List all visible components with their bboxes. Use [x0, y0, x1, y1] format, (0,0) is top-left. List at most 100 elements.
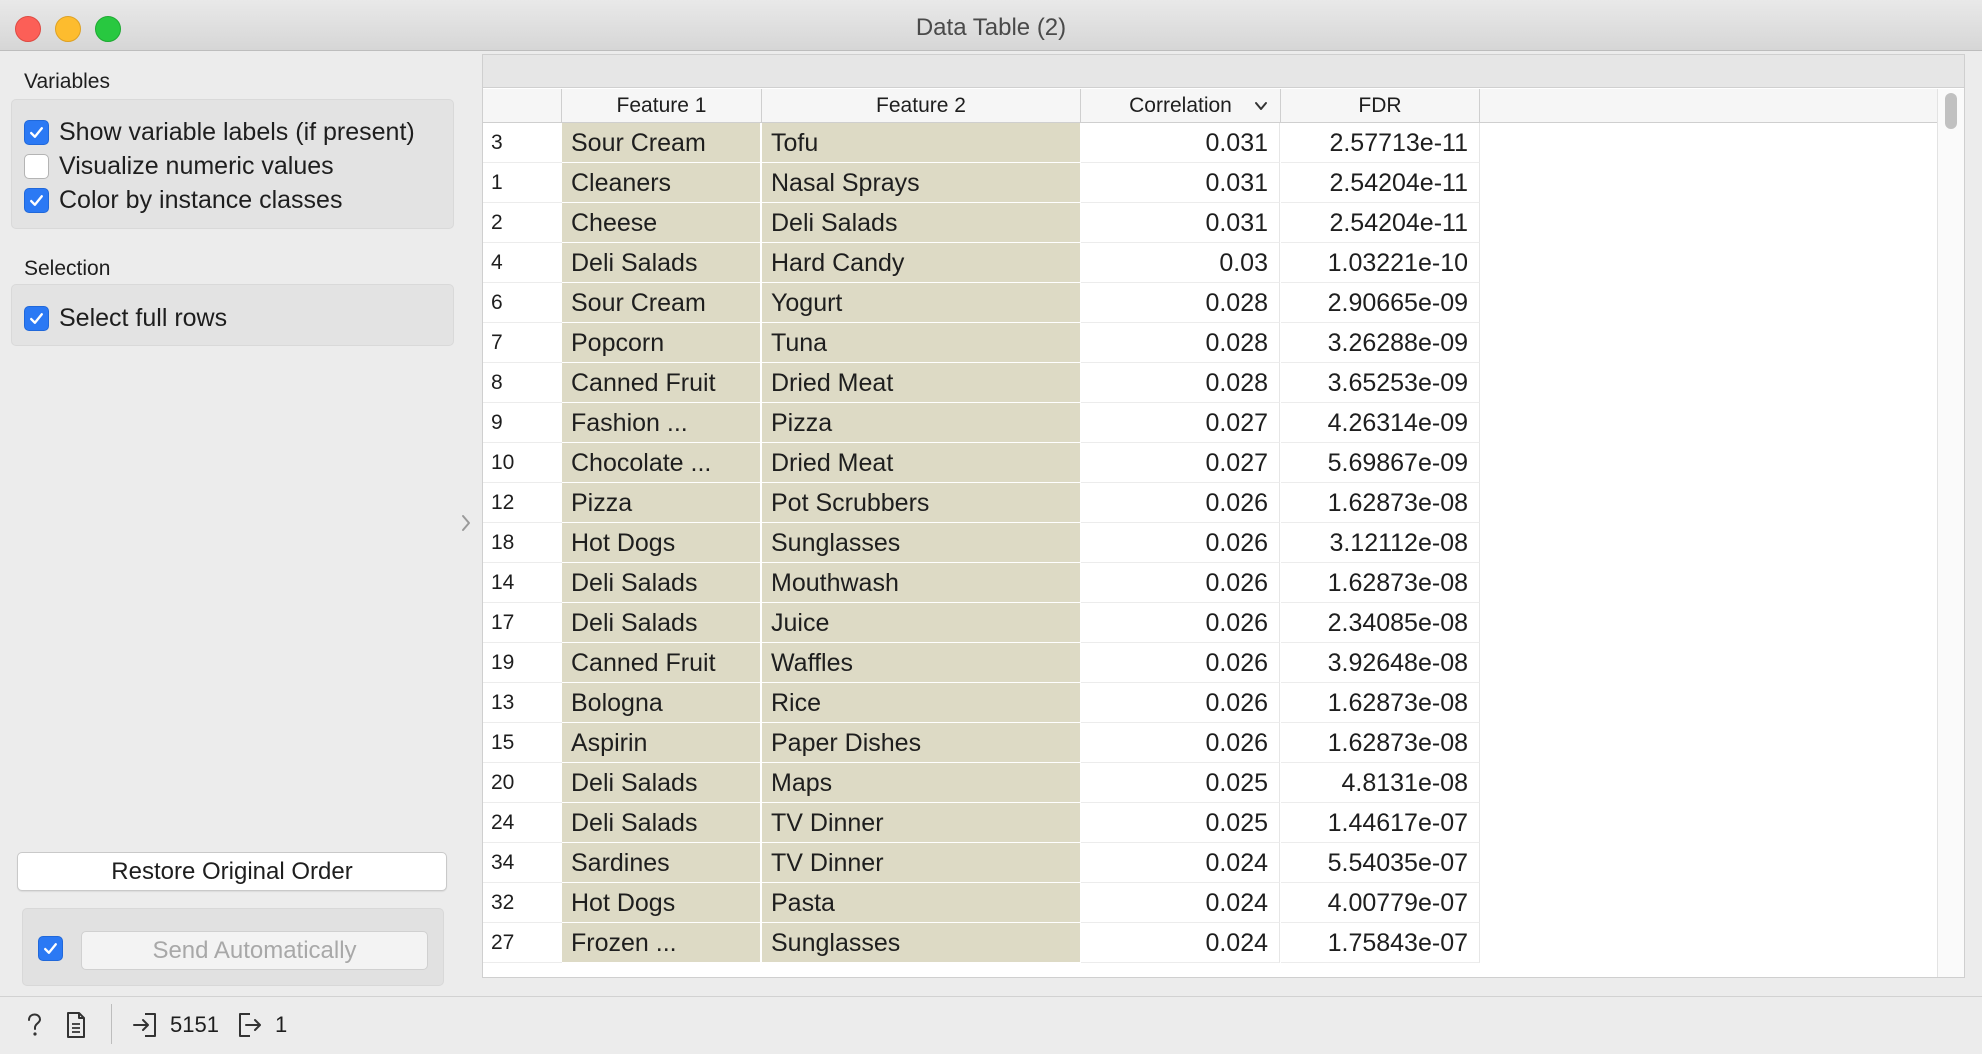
feature-2-cell[interactable]: Pasta [762, 883, 1080, 923]
feature-2-cell[interactable]: Maps [762, 763, 1080, 803]
correlation-cell[interactable]: 0.025 [1081, 763, 1280, 803]
fdr-cell[interactable]: 2.34085e-08 [1281, 603, 1480, 643]
scrollbar-thumb[interactable] [1945, 93, 1957, 129]
show-variable-labels-checkbox[interactable] [24, 119, 49, 145]
visualize-numeric-checkbox[interactable] [24, 153, 49, 179]
fdr-cell[interactable]: 1.62873e-08 [1281, 483, 1480, 523]
fdr-cell[interactable]: 3.92648e-08 [1281, 643, 1480, 683]
correlation-cell[interactable]: 0.031 [1081, 203, 1280, 243]
correlation-cell[interactable]: 0.026 [1081, 483, 1280, 523]
show-variable-labels-option[interactable]: Show variable labels (if present) [24, 117, 415, 147]
feature-1-cell[interactable]: Sour Cream [562, 283, 761, 323]
table-row[interactable]: 4 Deli Salads Hard Candy 0.03 1.03221e-10 [483, 243, 1934, 283]
table-row[interactable]: 13 Bologna Rice 0.026 1.62873e-08 [483, 683, 1934, 723]
feature-1-cell[interactable]: Deli Salads [562, 803, 761, 843]
table-row[interactable]: 32 Hot Dogs Pasta 0.024 4.00779e-07 [483, 883, 1934, 923]
correlation-cell[interactable]: 0.026 [1081, 683, 1280, 723]
table-row[interactable]: 12 Pizza Pot Scrubbers 0.026 1.62873e-08 [483, 483, 1934, 523]
fdr-cell[interactable]: 2.57713e-11 [1281, 123, 1480, 163]
table-row[interactable]: 17 Deli Salads Juice 0.026 2.34085e-08 [483, 603, 1934, 643]
fdr-cell[interactable]: 2.54204e-11 [1281, 203, 1480, 243]
correlation-cell[interactable]: 0.024 [1081, 883, 1280, 923]
row-index-cell[interactable]: 32 [483, 883, 562, 923]
color-by-class-option[interactable]: Color by instance classes [24, 185, 342, 215]
correlation-cell[interactable]: 0.03 [1081, 243, 1280, 283]
fdr-cell[interactable]: 5.54035e-07 [1281, 843, 1480, 883]
data-table[interactable]: Feature 1 Feature 2 Correlation FDR 3 Sou… [482, 54, 1965, 978]
row-index-cell[interactable]: 12 [483, 483, 562, 523]
feature-2-cell[interactable]: Waffles [762, 643, 1080, 683]
row-index-cell[interactable]: 20 [483, 763, 562, 803]
feature-1-cell[interactable]: Canned Fruit [562, 643, 761, 683]
feature-2-cell[interactable]: Yogurt [762, 283, 1080, 323]
table-row[interactable]: 8 Canned Fruit Dried Meat 0.028 3.65253e-09 [483, 363, 1934, 403]
column-header-feature-2[interactable]: Feature 2 [762, 89, 1081, 123]
feature-2-cell[interactable]: Tofu [762, 123, 1080, 163]
row-index-cell[interactable]: 27 [483, 923, 562, 963]
table-row[interactable]: 9 Fashion ... Pizza 0.027 4.26314e-09 [483, 403, 1934, 443]
fdr-cell[interactable]: 1.62873e-08 [1281, 723, 1480, 763]
feature-1-cell[interactable]: Sardines [562, 843, 761, 883]
feature-1-cell[interactable]: Bologna [562, 683, 761, 723]
feature-2-cell[interactable]: Rice [762, 683, 1080, 723]
feature-2-cell[interactable]: Mouthwash [762, 563, 1080, 603]
restore-original-order-button[interactable]: Restore Original Order [17, 852, 447, 891]
feature-2-cell[interactable]: Sunglasses [762, 923, 1080, 963]
feature-2-cell[interactable]: Tuna [762, 323, 1080, 363]
close-window-button[interactable] [15, 16, 41, 42]
feature-1-cell[interactable]: Popcorn [562, 323, 761, 363]
row-index-cell[interactable]: 6 [483, 283, 562, 323]
table-row[interactable]: 19 Canned Fruit Waffles 0.026 3.92648e-08 [483, 643, 1934, 683]
correlation-cell[interactable]: 0.026 [1081, 563, 1280, 603]
send-automatically-checkbox[interactable] [38, 936, 63, 961]
fdr-cell[interactable]: 1.62873e-08 [1281, 563, 1480, 603]
feature-2-cell[interactable]: Paper Dishes [762, 723, 1080, 763]
correlation-cell[interactable]: 0.026 [1081, 643, 1280, 683]
feature-1-cell[interactable]: Deli Salads [562, 243, 761, 283]
minimize-window-button[interactable] [55, 16, 81, 42]
feature-2-cell[interactable]: Dried Meat [762, 363, 1080, 403]
send-automatically-button[interactable]: Send Automatically [81, 931, 428, 970]
row-index-cell[interactable]: 1 [483, 163, 562, 203]
table-row[interactable]: 20 Deli Salads Maps 0.025 4.8131e-08 [483, 763, 1934, 803]
correlation-cell[interactable]: 0.026 [1081, 523, 1280, 563]
row-index-cell[interactable]: 13 [483, 683, 562, 723]
feature-2-cell[interactable]: Nasal Sprays [762, 163, 1080, 203]
table-row[interactable]: 24 Deli Salads TV Dinner 0.025 1.44617e-07 [483, 803, 1934, 843]
correlation-cell[interactable]: 0.028 [1081, 363, 1280, 403]
fdr-cell[interactable]: 1.03221e-10 [1281, 243, 1480, 283]
feature-1-cell[interactable]: Deli Salads [562, 563, 761, 603]
table-row[interactable]: 1 Cleaners Nasal Sprays 0.031 2.54204e-11 [483, 163, 1934, 203]
table-row[interactable]: 14 Deli Salads Mouthwash 0.026 1.62873e-08 [483, 563, 1934, 603]
row-index-cell[interactable]: 2 [483, 203, 562, 243]
correlation-cell[interactable]: 0.028 [1081, 323, 1280, 363]
row-index-header[interactable] [483, 89, 562, 123]
feature-2-cell[interactable]: TV Dinner [762, 803, 1080, 843]
correlation-cell[interactable]: 0.027 [1081, 403, 1280, 443]
feature-2-cell[interactable]: Sunglasses [762, 523, 1080, 563]
feature-2-cell[interactable]: Juice [762, 603, 1080, 643]
fdr-cell[interactable]: 4.00779e-07 [1281, 883, 1480, 923]
feature-2-cell[interactable]: Pot Scrubbers [762, 483, 1080, 523]
table-row[interactable]: 10 Chocolate ... Dried Meat 0.027 5.69867e-0… [483, 443, 1934, 483]
table-row[interactable]: 6 Sour Cream Yogurt 0.028 2.90665e-09 [483, 283, 1934, 323]
table-row[interactable]: 18 Hot Dogs Sunglasses 0.026 3.12112e-08 [483, 523, 1934, 563]
fdr-cell[interactable]: 5.69867e-09 [1281, 443, 1480, 483]
fdr-cell[interactable]: 1.44617e-07 [1281, 803, 1480, 843]
report-document-icon[interactable] [64, 1011, 88, 1039]
row-index-cell[interactable]: 3 [483, 123, 562, 163]
table-row[interactable]: 15 Aspirin Paper Dishes 0.026 1.62873e-08 [483, 723, 1934, 763]
visualize-numeric-option[interactable]: Visualize numeric values [24, 151, 334, 181]
correlation-cell[interactable]: 0.024 [1081, 843, 1280, 883]
help-icon[interactable] [22, 1011, 46, 1039]
column-header-feature-1[interactable]: Feature 1 [562, 89, 762, 123]
vertical-scrollbar[interactable] [1937, 89, 1964, 977]
fdr-cell[interactable]: 3.65253e-09 [1281, 363, 1480, 403]
feature-1-cell[interactable]: Aspirin [562, 723, 761, 763]
row-index-cell[interactable]: 14 [483, 563, 562, 603]
correlation-cell[interactable]: 0.025 [1081, 803, 1280, 843]
zoom-window-button[interactable] [95, 16, 121, 42]
row-index-cell[interactable]: 8 [483, 363, 562, 403]
fdr-cell[interactable]: 3.26288e-09 [1281, 323, 1480, 363]
row-index-cell[interactable]: 34 [483, 843, 562, 883]
